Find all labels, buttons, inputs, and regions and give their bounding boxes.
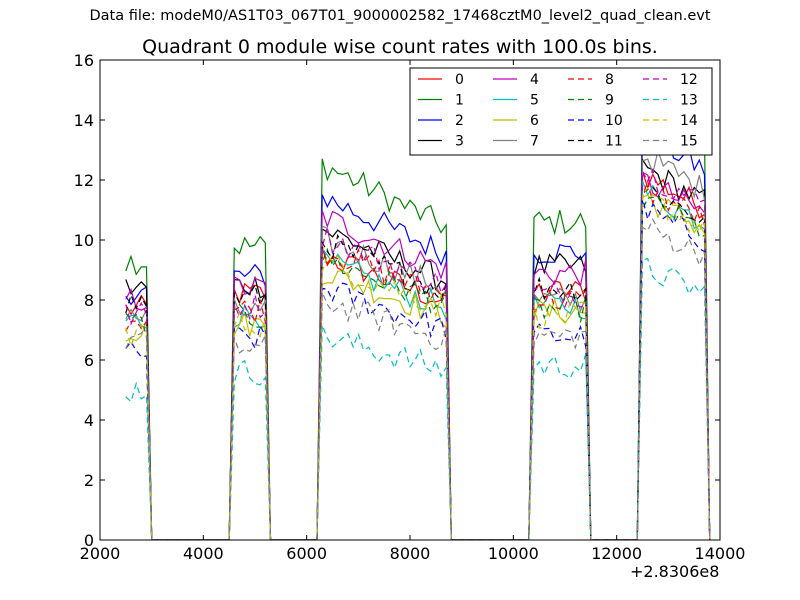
legend-label-3: 3 (455, 134, 464, 150)
y-tick-label: 16 (74, 51, 94, 70)
series-line-1 (125, 99, 711, 540)
legend-frame (409, 67, 713, 156)
series-layer (125, 99, 711, 540)
series-line-8 (125, 178, 711, 540)
figure-suptitle: Data file: modeM0/AS1T03_067T01_90000025… (89, 8, 711, 24)
x-tick-label: 6000 (286, 544, 327, 563)
ticks-layer: 2000 4000 6000 8000 10000 12000 14000024681012… (74, 51, 746, 563)
y-tick-label: 6 (84, 351, 94, 370)
series-line-6 (125, 194, 711, 540)
legend-label-0: 0 (455, 72, 464, 88)
legend-label-12: 12 (680, 72, 698, 88)
series-line-13 (125, 257, 711, 540)
legend-label-6: 6 (530, 113, 539, 129)
legend-label-5: 5 (530, 93, 539, 109)
x-axis-offset-label: +2.8306e8 (630, 562, 720, 581)
series-line-5 (125, 180, 711, 540)
x-tick-label: 14000 (695, 544, 746, 563)
legend-label-8: 8 (605, 72, 614, 88)
legend-label-9: 9 (605, 93, 614, 109)
series-line-15 (125, 218, 711, 540)
x-tick-label: 2000 (80, 544, 121, 563)
y-tick-label: 10 (74, 231, 94, 250)
legend-label-7: 7 (530, 134, 539, 150)
y-tick-label: 8 (84, 291, 94, 310)
series-line-3 (125, 157, 711, 540)
series-line-7 (125, 148, 711, 540)
x-tick-label: 12000 (591, 544, 642, 563)
series-line-4 (125, 171, 711, 540)
legend-label-1: 1 (455, 93, 464, 109)
legend-label-10: 10 (605, 113, 623, 129)
x-tick-label: 8000 (390, 544, 431, 563)
series-line-14 (125, 187, 711, 540)
y-tick-label: 14 (74, 111, 94, 130)
x-tick-label: 4000 (183, 544, 224, 563)
series-line-11 (125, 186, 711, 540)
series-line-9 (125, 196, 711, 540)
series-line-12 (125, 168, 711, 540)
y-tick-label: 4 (84, 411, 94, 430)
y-tick-label: 2 (84, 471, 94, 490)
series-line-10 (125, 197, 711, 540)
legend-label-11: 11 (605, 134, 623, 150)
x-tick-label: 10000 (488, 544, 539, 563)
legend-label-2: 2 (455, 113, 464, 129)
legend-label-13: 13 (680, 93, 698, 109)
legend-label-14: 14 (680, 113, 698, 129)
chart-title: Quadrant 0 module wise count rates with … (142, 36, 658, 58)
legend-label-15: 15 (680, 134, 698, 150)
series-line-2 (125, 120, 711, 540)
y-tick-label: 0 (84, 531, 94, 550)
y-tick-label: 12 (74, 171, 94, 190)
legend-label-4: 4 (530, 72, 539, 88)
